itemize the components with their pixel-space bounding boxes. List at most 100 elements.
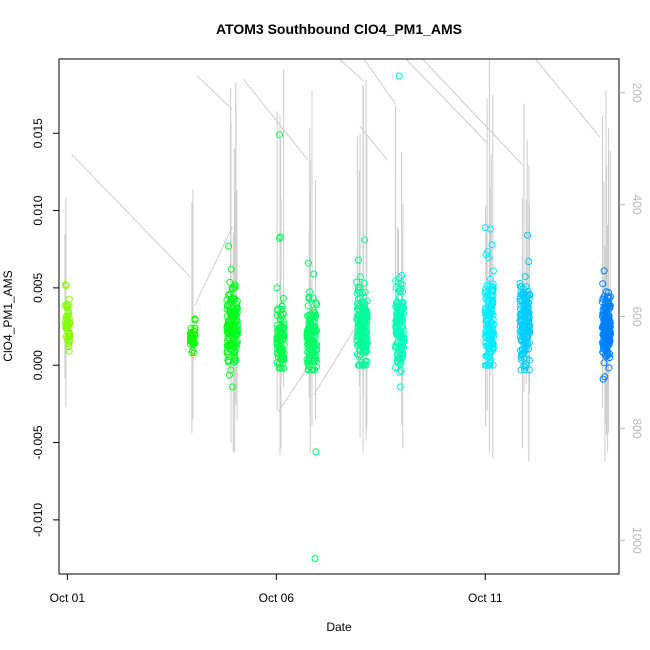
data-points (61, 72, 614, 562)
data-point (362, 308, 370, 316)
data-point (598, 298, 606, 306)
data-point (487, 275, 494, 283)
data-point (517, 309, 525, 317)
data-point (526, 321, 534, 329)
data-point (486, 225, 494, 233)
data-point (278, 302, 286, 310)
profile-connector (535, 58, 601, 138)
data-point (231, 351, 238, 359)
data-point (306, 288, 314, 296)
profile-connector (363, 58, 396, 105)
data-point (524, 231, 531, 239)
data-point (355, 313, 363, 321)
data-point (602, 312, 610, 320)
data-point (354, 361, 362, 369)
data-point (606, 337, 614, 345)
profile-connector (422, 58, 524, 166)
data-point (190, 338, 198, 346)
data-point (312, 300, 320, 308)
data-point (604, 351, 612, 359)
data-point (227, 265, 235, 273)
profile-connector (196, 75, 233, 110)
data-point (399, 330, 407, 338)
data-point (397, 280, 405, 288)
data-point (276, 131, 284, 139)
data-point (304, 359, 312, 367)
data-point (489, 328, 497, 335)
data-point (280, 324, 288, 332)
data-point (392, 324, 400, 332)
data-point (599, 280, 607, 288)
data-point (304, 302, 312, 310)
data-point (600, 345, 608, 353)
data-point (226, 278, 234, 286)
data-point (520, 296, 528, 304)
data-point (229, 328, 237, 336)
data-point (62, 313, 70, 321)
data-point (224, 357, 232, 365)
data-point (277, 335, 284, 342)
data-point (280, 341, 288, 349)
data-point (392, 299, 400, 307)
data-point (395, 288, 403, 296)
data-point (516, 316, 524, 324)
data-point (604, 293, 612, 301)
data-point (600, 267, 608, 275)
data-point (310, 351, 318, 359)
data-point (605, 364, 613, 372)
data-point (396, 355, 403, 363)
data-point (358, 303, 366, 311)
data-point (354, 256, 362, 264)
y-tick-label: 0.005 (31, 273, 45, 303)
data-point (63, 301, 71, 309)
data-point (63, 304, 71, 312)
y-axis-label: ClO4_PM1_AMS (1, 270, 15, 361)
data-point (362, 322, 370, 330)
data-point (275, 346, 283, 354)
data-point (189, 333, 197, 341)
chart-title: ATOM3 Southbound ClO4_PM1_AMS (216, 21, 462, 37)
data-point (312, 341, 320, 349)
data-point (525, 258, 533, 266)
data-point (357, 337, 365, 345)
data-point (522, 343, 530, 351)
data-point (276, 233, 284, 241)
data-point (312, 448, 320, 456)
data-point (361, 318, 369, 326)
data-point (312, 313, 320, 321)
data-point (305, 326, 313, 333)
data-point (393, 313, 401, 320)
data-point (482, 288, 490, 296)
data-point (525, 295, 533, 303)
data-point (232, 356, 240, 364)
data-point (308, 313, 316, 321)
data-point (306, 321, 314, 328)
profile-connector (359, 125, 388, 161)
data-point (304, 259, 312, 267)
data-point (523, 329, 531, 337)
data-point (600, 332, 608, 340)
data-point (234, 322, 241, 329)
data-point (362, 348, 370, 356)
data-point (275, 364, 283, 372)
y-tick-label: -0.005 (31, 425, 45, 459)
data-point (483, 309, 491, 317)
data-point (310, 307, 318, 314)
data-point (225, 291, 233, 299)
data-point (524, 313, 532, 321)
profile-connector (405, 58, 488, 144)
profile-connector (194, 226, 233, 306)
data-point (398, 272, 406, 279)
data-point (399, 342, 407, 349)
data-point (516, 323, 524, 330)
data-point (353, 342, 361, 350)
data-point (230, 349, 238, 357)
data-point (280, 294, 287, 302)
profile-connector (338, 58, 365, 82)
data-point (361, 236, 369, 244)
profile-connector (313, 316, 363, 396)
data-point (61, 302, 69, 310)
profile-connector (242, 78, 309, 161)
y2-tick-label: 200 (630, 83, 644, 103)
